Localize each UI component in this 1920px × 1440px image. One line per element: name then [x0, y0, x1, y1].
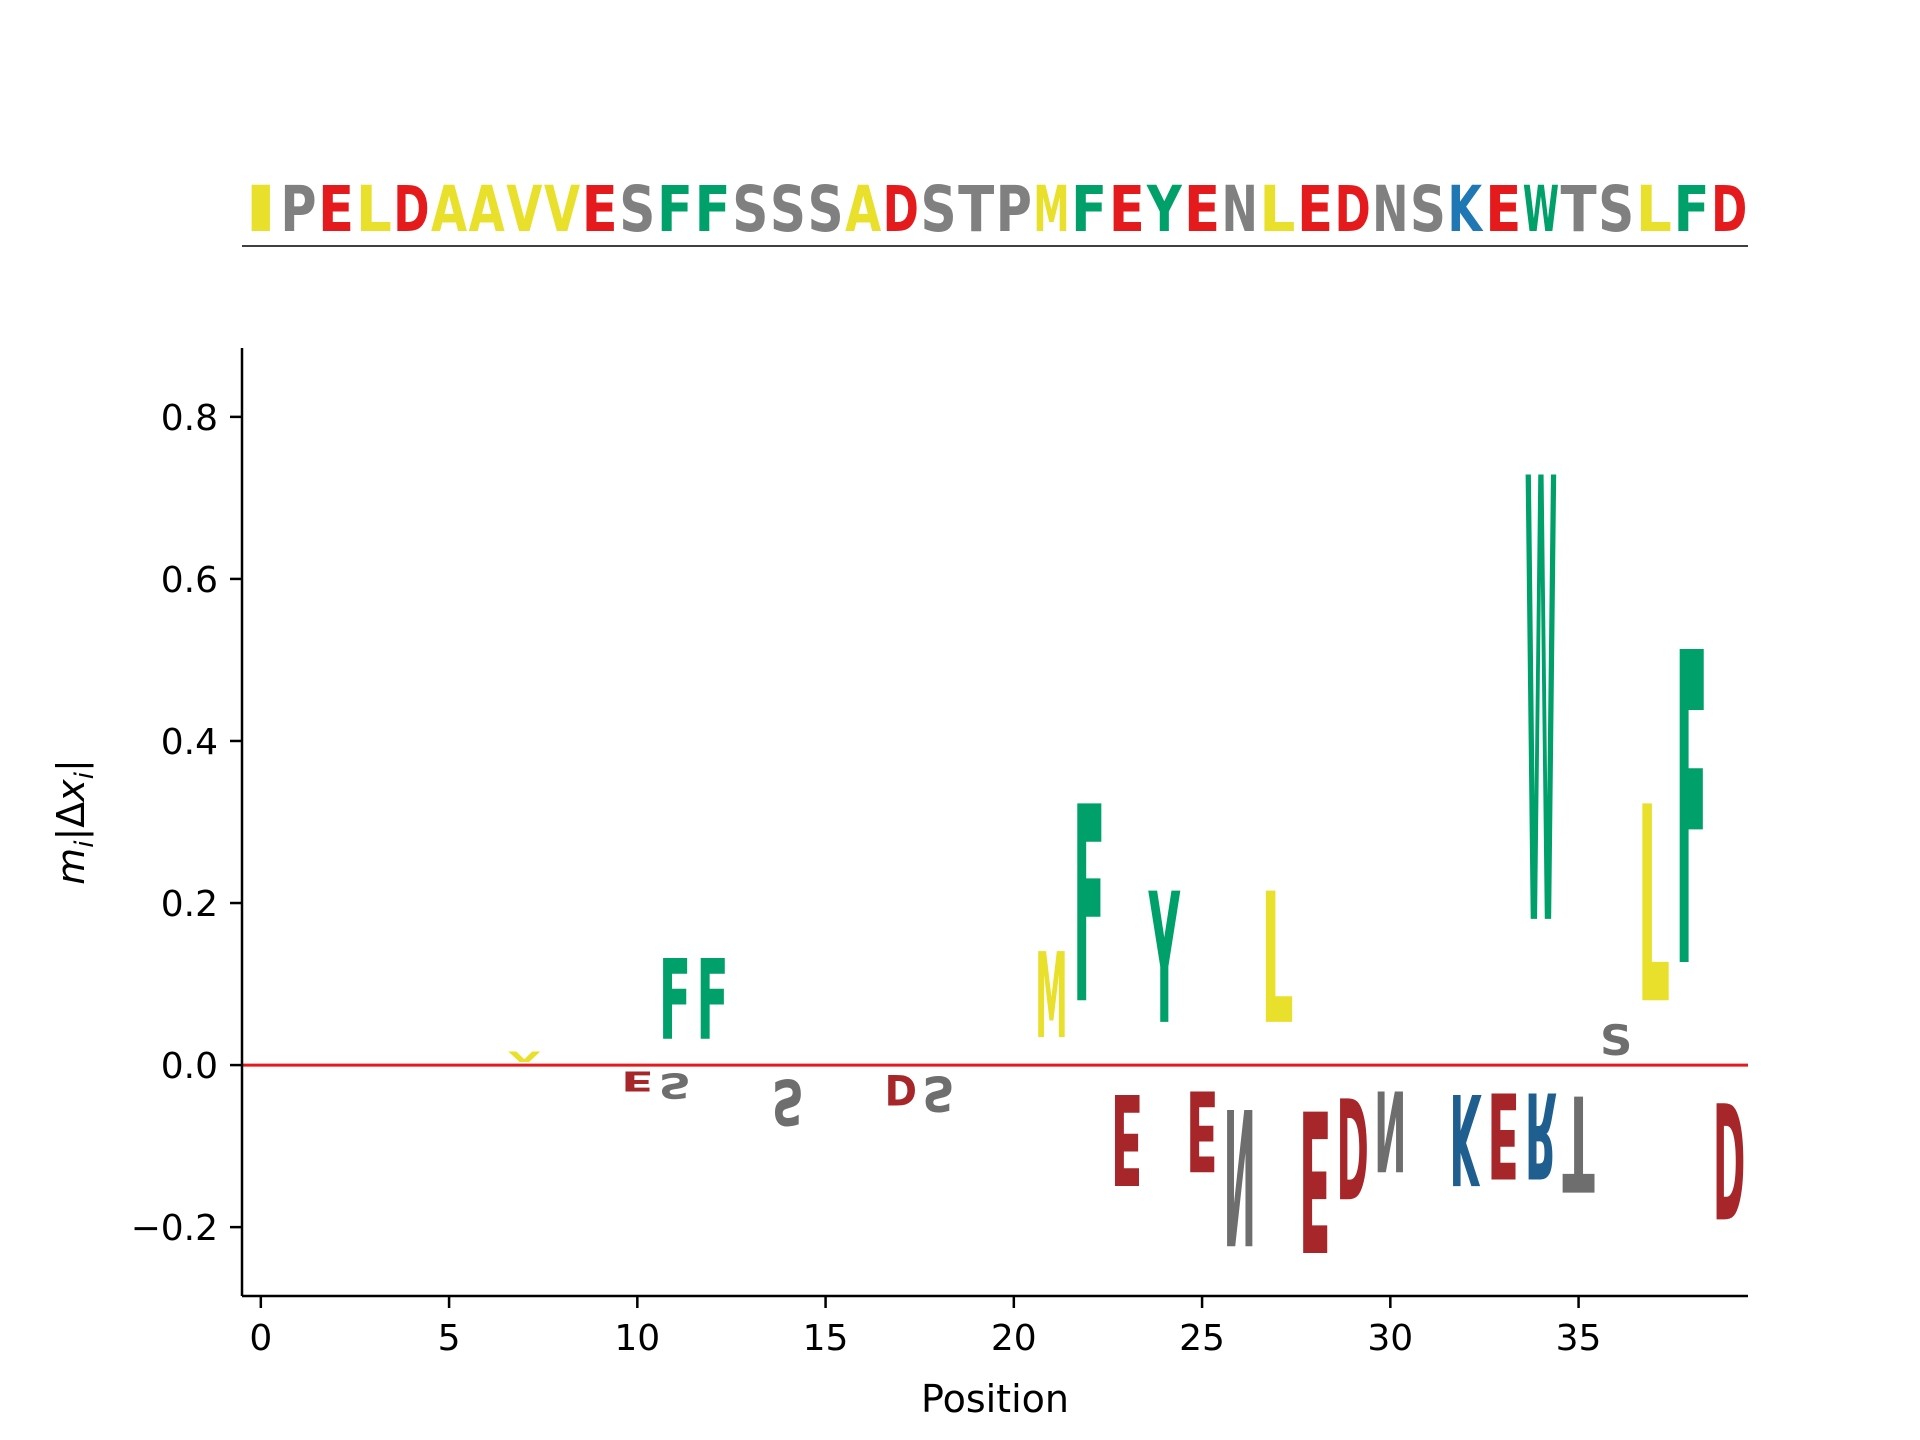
logo-letter-negative: K: [1449, 1065, 1481, 1210]
x-tick-label: 0: [249, 1318, 272, 1359]
sequence-letter: I: [243, 173, 279, 246]
x-tick-label: 20: [991, 1318, 1037, 1359]
x-tick-label: 30: [1367, 1318, 1413, 1359]
sequence-letter: L: [1259, 173, 1295, 247]
sequence-letter: D: [393, 173, 429, 246]
logo-letter-positive: W: [1525, 354, 1557, 1063]
sequence-letter: A: [845, 173, 881, 247]
logo-letter-negative: S: [659, 1065, 691, 1105]
sequence-letter: N: [1372, 172, 1408, 246]
x-tick-label: 10: [614, 1318, 660, 1359]
y-tick-label: 0.2: [161, 884, 218, 925]
y-ticks: −0.2 0.0 0.2 0.4 0.6 0.8: [131, 398, 242, 1249]
sequence-letter: N: [1222, 172, 1258, 246]
logo-letter-positive: F: [1675, 564, 1707, 1064]
sequence-letter: K: [1448, 172, 1485, 246]
sequence-letter: Y: [1146, 173, 1183, 246]
logo-letter-positive: L: [1261, 856, 1293, 1066]
logo-letter-negative: E: [621, 1065, 653, 1097]
sequence-letter: F: [657, 172, 693, 246]
sequence-letter: M: [1033, 173, 1069, 247]
y-tick-label: 0.6: [161, 560, 218, 601]
x-tick-label: 35: [1556, 1318, 1602, 1359]
sequence-letter: E: [582, 172, 618, 246]
sequence-letter: S: [770, 173, 806, 246]
sequence-letter: E: [318, 172, 354, 246]
logo-letter-positive: V: [508, 1049, 540, 1065]
logo-letter-negative: D: [1336, 1066, 1368, 1227]
sequence-letter: E: [1184, 172, 1220, 246]
y-axis-label: mi|Δxi|: [49, 759, 100, 885]
y-tick-label: 0.0: [161, 1046, 218, 1087]
y-tick-label: 0.4: [161, 722, 218, 763]
logo-letter-negative: E: [1111, 1065, 1143, 1210]
sequence-letter: D: [883, 173, 919, 246]
x-axis-label: Position: [921, 1377, 1069, 1421]
logo-letter-positive: F: [659, 937, 691, 1066]
sequence-letter: S: [1410, 173, 1446, 246]
logo-letter-negative: N: [1374, 1065, 1406, 1195]
sequence-letter: S: [619, 173, 655, 246]
sequence-letter: A: [469, 173, 505, 247]
sequence-letter: V: [544, 173, 580, 247]
x-tick-label: 5: [438, 1318, 461, 1359]
sequence-letter: A: [431, 173, 467, 247]
y-tick-label: 0.8: [161, 398, 218, 439]
y-tick-label: −0.2: [131, 1208, 218, 1249]
sequence-letter: W: [1523, 172, 1559, 246]
logo-letter-positive: M: [1035, 929, 1067, 1065]
sequence-letter: S: [808, 173, 844, 246]
x-tick-label: 25: [1179, 1318, 1225, 1359]
sequence-letter: L: [356, 173, 392, 247]
logo-letter-negative: S: [922, 1064, 954, 1120]
sequence-letter: D: [1711, 173, 1747, 246]
logo-letter-negative: T: [1562, 1065, 1594, 1218]
sequence-letter: S: [920, 173, 956, 246]
logo-letter-negative: D: [1713, 1065, 1745, 1250]
sequence-letter: S: [1598, 173, 1634, 246]
sequence-letter: E: [1297, 172, 1333, 246]
sequence-letter: V: [506, 173, 542, 247]
sequence-letter: E: [1109, 172, 1145, 246]
logo-letter-negative: R: [1525, 1065, 1557, 1202]
sequence-letter: S: [732, 173, 768, 246]
logo-letter-positive: L: [1638, 750, 1670, 1064]
logo-letter-positive: F: [696, 937, 728, 1066]
logo-letter-positive: F: [1073, 750, 1105, 1065]
logo-letter-negative: E: [1299, 1065, 1331, 1290]
x-ticks: 0 5 10 15 20 25 30 35: [249, 1296, 1601, 1359]
logo-letter-negative: S: [772, 1065, 804, 1137]
sequence-letter: F: [1673, 172, 1709, 246]
sequence-letter: P: [996, 173, 1032, 247]
sequence-letter: P: [280, 173, 316, 247]
sequence-letter: F: [1071, 172, 1107, 246]
logo-stacks: V F F M F Y L W S L FE S S D S E E N E D N K E R T D: [508, 354, 1745, 1290]
logo-letter-negative: E: [1487, 1064, 1519, 1200]
sequence-letter: T: [1561, 172, 1597, 246]
logo-letter-negative: D: [885, 1065, 917, 1113]
sequence-letter: T: [958, 172, 994, 246]
sequence-letter: E: [1485, 172, 1521, 246]
logo-letter-positive: Y: [1148, 854, 1181, 1064]
x-tick-label: 15: [803, 1318, 849, 1359]
logo-letter-positive: S: [1600, 1018, 1632, 1066]
sequence-letter: D: [1335, 173, 1371, 246]
logo-letter-negative: E: [1186, 1064, 1218, 1193]
logo-letter-negative: N: [1224, 1066, 1256, 1283]
sequence-letter: F: [695, 172, 731, 246]
sequence-letter: L: [1636, 173, 1672, 247]
